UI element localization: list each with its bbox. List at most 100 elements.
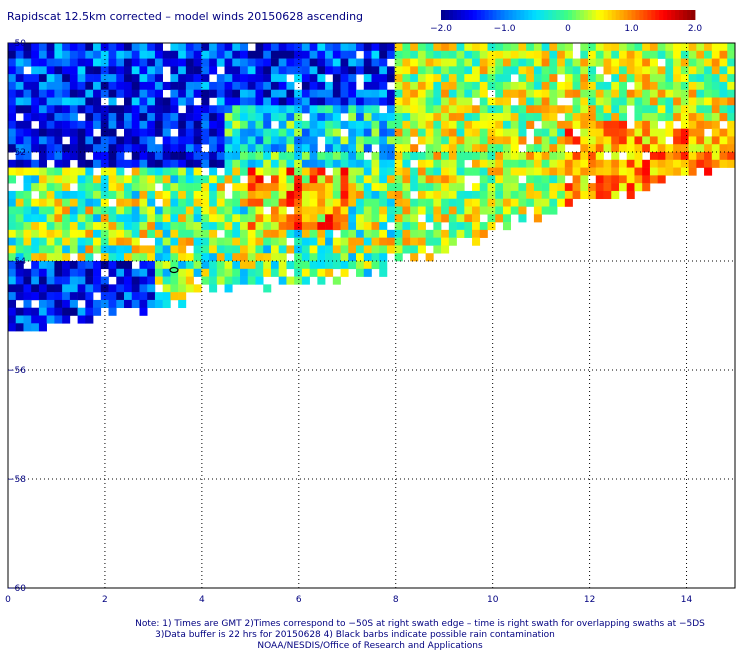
heatmap-cell bbox=[131, 58, 140, 67]
heatmap-cell bbox=[657, 136, 666, 145]
heatmap-cell bbox=[247, 237, 256, 246]
heatmap-cell bbox=[62, 97, 71, 106]
heatmap-cell bbox=[572, 66, 581, 75]
heatmap-cell bbox=[62, 152, 71, 161]
heatmap-cell bbox=[131, 206, 140, 215]
heatmap-cell bbox=[185, 113, 194, 122]
heatmap-cell bbox=[495, 74, 504, 83]
heatmap-cell bbox=[410, 175, 419, 184]
heatmap-cell bbox=[46, 43, 55, 52]
heatmap-cell bbox=[255, 167, 264, 176]
heatmap-cell bbox=[216, 58, 225, 67]
heatmap-cell bbox=[603, 50, 612, 59]
heatmap-cell bbox=[185, 159, 194, 168]
heatmap-cell bbox=[38, 245, 47, 254]
heatmap-cell bbox=[348, 144, 357, 153]
heatmap-cell bbox=[518, 198, 527, 207]
heatmap-cell bbox=[394, 105, 403, 114]
heatmap-cell bbox=[526, 97, 535, 106]
heatmap-cell bbox=[348, 136, 357, 145]
heatmap-cell bbox=[31, 315, 40, 324]
heatmap-cell bbox=[533, 74, 542, 83]
heatmap-cell bbox=[77, 81, 86, 91]
heatmap-cell bbox=[309, 120, 318, 129]
heatmap-cell bbox=[595, 97, 604, 106]
heatmap-cell bbox=[209, 268, 218, 277]
heatmap-cell bbox=[386, 198, 395, 207]
heatmap-cell bbox=[502, 81, 512, 91]
heatmap-cell bbox=[541, 120, 550, 129]
heatmap-cell bbox=[69, 268, 78, 277]
heatmap-cell bbox=[479, 97, 488, 106]
heatmap-cell bbox=[286, 152, 295, 161]
heatmap-cell bbox=[495, 190, 504, 200]
heatmap-cell bbox=[533, 113, 542, 122]
heatmap-cell bbox=[147, 74, 156, 83]
heatmap-cell bbox=[209, 144, 218, 153]
heatmap-cell bbox=[356, 58, 365, 67]
heatmap-cell bbox=[379, 167, 388, 176]
colorbar-swatch bbox=[560, 10, 565, 20]
heatmap-cell bbox=[479, 198, 488, 207]
heatmap-cell bbox=[379, 58, 388, 67]
heatmap-cell bbox=[680, 144, 689, 153]
heatmap-cell bbox=[93, 229, 102, 238]
heatmap-cell bbox=[332, 253, 341, 262]
heatmap-cell bbox=[402, 175, 411, 184]
heatmap-cell bbox=[363, 261, 372, 270]
heatmap-cell bbox=[247, 89, 256, 98]
heatmap-cell bbox=[154, 245, 163, 254]
heatmap-cell bbox=[278, 74, 287, 83]
heatmap-cell bbox=[170, 190, 179, 200]
heatmap-cell bbox=[379, 245, 388, 254]
colorbar-swatch bbox=[683, 10, 688, 20]
colorbar-swatch bbox=[667, 10, 672, 20]
heatmap-cell bbox=[85, 307, 94, 316]
heatmap-cell bbox=[23, 307, 32, 316]
heatmap-cell bbox=[433, 152, 442, 161]
heatmap-cell bbox=[193, 81, 202, 91]
heatmap-cell bbox=[549, 167, 558, 176]
x-tick-label: 14 bbox=[681, 595, 693, 605]
heatmap-cell bbox=[69, 284, 78, 293]
heatmap-cell bbox=[224, 66, 233, 75]
heatmap-cell bbox=[278, 152, 287, 161]
heatmap-cell bbox=[38, 222, 47, 231]
heatmap-cell bbox=[124, 245, 133, 254]
heatmap-cell bbox=[495, 113, 504, 122]
heatmap-cell bbox=[727, 152, 736, 161]
heatmap-cell bbox=[108, 237, 117, 246]
heatmap-cell bbox=[62, 89, 71, 98]
heatmap-cell bbox=[363, 183, 372, 192]
heatmap-cell bbox=[472, 152, 481, 161]
heatmap-cell bbox=[162, 206, 171, 215]
heatmap-cell bbox=[371, 190, 380, 200]
heatmap-cell bbox=[348, 159, 357, 168]
heatmap-cell bbox=[93, 268, 102, 277]
heatmap-cell bbox=[526, 81, 535, 91]
heatmap-cell bbox=[240, 167, 249, 176]
heatmap-cell bbox=[62, 58, 71, 67]
heatmap-cell bbox=[23, 253, 32, 262]
heatmap-cell bbox=[402, 159, 411, 168]
heatmap-cell bbox=[31, 268, 40, 277]
heatmap-cell bbox=[294, 214, 303, 223]
heatmap-cell bbox=[456, 175, 465, 184]
heatmap-cell bbox=[425, 198, 434, 207]
heatmap-cell bbox=[100, 198, 109, 207]
heatmap-cell bbox=[557, 175, 566, 184]
colorbar-swatch bbox=[556, 10, 561, 20]
heatmap-cell bbox=[309, 97, 318, 106]
heatmap-cell bbox=[356, 206, 365, 215]
heatmap-cell bbox=[154, 299, 163, 309]
heatmap-cell bbox=[657, 89, 666, 98]
heatmap-cell bbox=[588, 74, 597, 83]
heatmap-cell bbox=[178, 136, 187, 145]
heatmap-cell bbox=[595, 89, 604, 98]
heatmap-cell bbox=[649, 128, 658, 137]
heatmap-cell bbox=[62, 50, 71, 59]
heatmap-cell bbox=[100, 66, 109, 75]
heatmap-cell bbox=[526, 175, 535, 184]
heatmap-cell bbox=[379, 136, 388, 145]
heatmap-cell bbox=[270, 222, 279, 231]
